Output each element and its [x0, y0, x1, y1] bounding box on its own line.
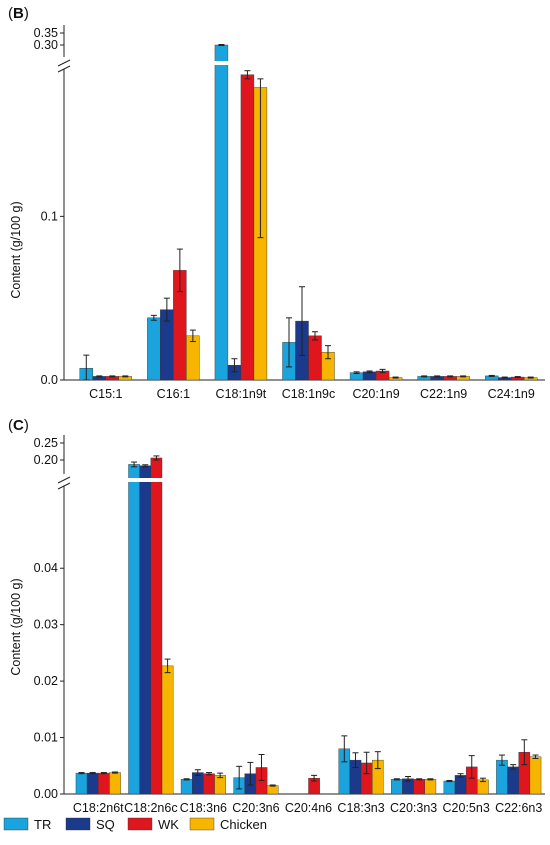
legend-label: Chicken — [220, 817, 267, 832]
bar-tr — [128, 464, 140, 795]
category-label: C20:3n3 — [390, 801, 437, 815]
bar-chicken — [266, 785, 279, 795]
bar-sq — [507, 766, 519, 795]
y-tick-label: 0.02 — [34, 674, 58, 688]
bar-tr — [443, 780, 456, 795]
bar-tr — [147, 317, 161, 381]
bar-tr — [214, 44, 229, 381]
bar-wk — [98, 772, 110, 795]
y-tick-label: 0.30 — [34, 38, 58, 52]
y-tick-label: 0.0 — [41, 373, 58, 387]
legend-swatch-chicken — [189, 817, 215, 831]
category-label: C18:3n3 — [337, 801, 384, 815]
bar-break-gap — [127, 478, 175, 482]
y-axis-title: Content (g/100 g) — [9, 201, 23, 298]
bar-wk — [240, 74, 255, 381]
y-tick-label: 0.35 — [34, 26, 58, 40]
bar-chicken — [214, 775, 226, 795]
bar-wk — [150, 457, 163, 795]
legend-label: WK — [158, 817, 179, 832]
category-label: C20:1n9 — [352, 387, 399, 401]
category-label: C18:3n6 — [180, 801, 227, 815]
category-label: C22:6n3 — [495, 801, 542, 815]
y-tick-label: 0.20 — [34, 453, 58, 467]
category-label: C24:1n9 — [488, 387, 535, 401]
legend-swatch-wk — [127, 817, 153, 831]
panel-letter: C — [13, 417, 24, 434]
bar-sq — [454, 775, 467, 795]
legend-label: SQ — [96, 817, 115, 832]
axis-break-mark — [57, 482, 71, 490]
axis-break-mark — [57, 476, 71, 484]
category-label: C22:1n9 — [420, 387, 467, 401]
category-label: C20:5n3 — [443, 801, 490, 815]
panel-letter: B — [13, 5, 24, 22]
panel-label: (B) — [8, 5, 29, 22]
legend-swatch-sq — [65, 817, 91, 831]
bar-tr — [391, 779, 403, 795]
axis-break-mark — [57, 65, 71, 73]
category-label: C18:2n6t — [73, 801, 124, 815]
y-tick-label: 0.03 — [34, 618, 58, 632]
bar-sq — [86, 772, 99, 795]
panel-label: (C) — [8, 417, 29, 434]
bar-sq — [139, 465, 152, 795]
category-label: C20:4n6 — [285, 801, 332, 815]
bar-chicken — [186, 335, 200, 381]
bar-chicken — [424, 779, 437, 795]
bar-tr — [75, 772, 88, 795]
legend-swatch-tr — [3, 817, 29, 831]
y-tick-label: 0.25 — [34, 436, 58, 450]
legend-label: TR — [34, 817, 51, 832]
category-label: C16:1 — [157, 387, 190, 401]
y-tick-label: 0.04 — [34, 561, 58, 575]
bar-wk — [413, 779, 425, 795]
y-axis-title: Content (g/100 g) — [9, 578, 23, 675]
y-tick-label: 0.00 — [34, 787, 58, 801]
axis-break-mark — [57, 59, 71, 67]
category-label: C18:1n9c — [282, 387, 336, 401]
category-label: C18:1n9t — [216, 387, 267, 401]
bar-wk — [308, 335, 322, 381]
bar-chicken — [161, 665, 174, 795]
bar-chicken — [109, 772, 121, 795]
bar-chicken — [529, 756, 542, 795]
category-label: C20:3n6 — [232, 801, 279, 815]
bar-tr — [180, 779, 193, 795]
y-tick-label: 0.01 — [34, 731, 58, 745]
bar-wk — [203, 773, 215, 795]
y-tick-label: 0.1 — [41, 209, 58, 223]
bar-break-gap — [213, 61, 268, 65]
category-label: C18:2n6c — [124, 801, 178, 815]
category-label: C15:1 — [89, 387, 122, 401]
